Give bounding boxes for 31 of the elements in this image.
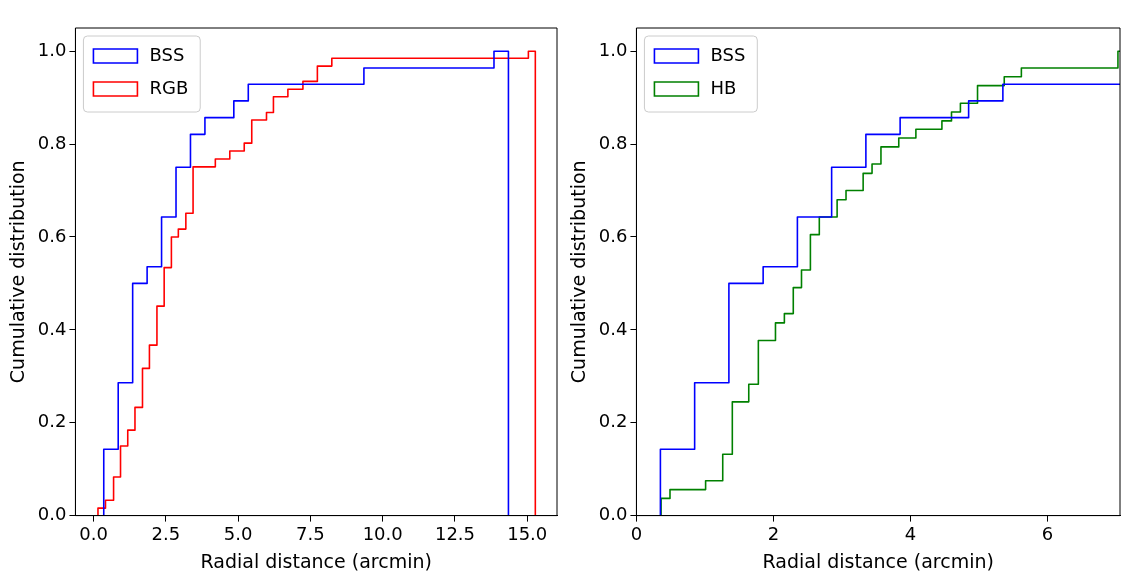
- y-tick-label: 0.4: [598, 317, 628, 339]
- y-tick-label: 0.8: [37, 131, 67, 153]
- y-tick-label: 0.6: [598, 224, 628, 246]
- x-tick-label: 2: [767, 523, 780, 545]
- y-tick-label: 0.6: [37, 224, 67, 246]
- x-tick-label: 6: [1041, 523, 1054, 545]
- y-tick-label: 0.0: [37, 503, 67, 525]
- legend-label: RGB: [149, 76, 189, 98]
- x-axis-title: Radial distance (arcmin): [200, 549, 432, 572]
- y-tick-label: 0.4: [37, 317, 67, 339]
- x-tick-label: 0: [630, 523, 643, 545]
- y-axis-title: Cumulative distribution: [567, 160, 590, 384]
- legend-label: HB: [710, 76, 737, 98]
- y-tick-label: 0.0: [598, 503, 628, 525]
- legend-label: BSS: [710, 43, 746, 65]
- y-tick-label: 0.8: [598, 131, 628, 153]
- x-tick-label: 0.0: [79, 523, 108, 545]
- x-axis-title: Radial distance (arcmin): [762, 549, 994, 572]
- y-axis-title: Cumulative distribution: [6, 160, 29, 384]
- y-tick-label: 0.2: [37, 410, 67, 432]
- x-tick-label: 15.0: [507, 523, 548, 545]
- y-tick-label: 1.0: [598, 38, 628, 60]
- legend-label: BSS: [149, 43, 185, 65]
- x-tick-label: 4: [904, 523, 917, 545]
- x-tick-label: 5.0: [223, 523, 253, 545]
- y-tick-label: 0.2: [598, 410, 628, 432]
- x-tick-label: 7.5: [296, 523, 325, 545]
- x-tick-label: 10.0: [362, 523, 403, 545]
- y-tick-label: 1.0: [37, 38, 67, 60]
- x-tick-label: 2.5: [151, 523, 181, 545]
- x-tick-label: 12.5: [434, 523, 475, 545]
